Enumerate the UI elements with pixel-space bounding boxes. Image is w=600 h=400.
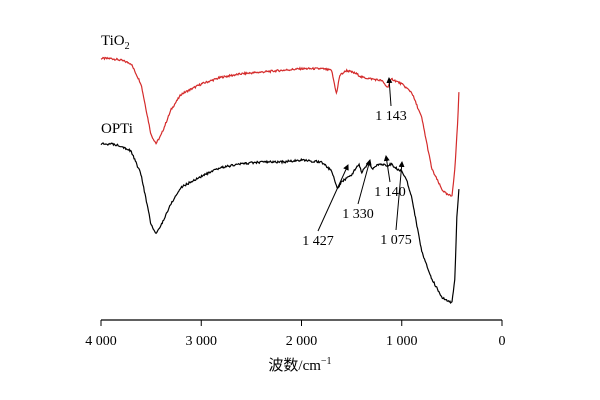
annotation-arrow (386, 77, 393, 107)
x-tick-label: 1 000 (386, 334, 418, 349)
annotation-label: 1 075 (380, 233, 412, 248)
annotation-arrow (383, 155, 391, 183)
series-label-tio2-main: TiO (101, 33, 125, 49)
x-tick-label: 0 (499, 334, 506, 349)
x-axis-ticks: 4 000 3 000 2 000 1 000 0 (85, 320, 506, 349)
x-tick-label: 2 000 (286, 334, 318, 349)
annotation-arrow (317, 164, 349, 232)
series-line-opti (100, 142, 460, 304)
series-label-opti: OPTi (101, 121, 133, 137)
series-label-tio2-sub: 2 (125, 41, 130, 52)
series-label-tio2: TiO2 (101, 33, 130, 52)
series-line-tio2 (100, 56, 460, 197)
annotation-label: 1 427 (302, 234, 334, 249)
x-tick-label: 4 000 (85, 334, 117, 349)
annotation-label: 1 143 (375, 109, 407, 124)
annotation-label: 1 140 (374, 185, 406, 200)
series-layer (100, 56, 460, 304)
x-axis-title-sup: −1 (321, 356, 332, 367)
annotation-label: 1 330 (342, 207, 374, 222)
x-tick-label: 3 000 (186, 334, 218, 349)
x-axis-title: 波数/cm−1 (268, 356, 331, 374)
annotation-arrow (357, 159, 372, 205)
x-axis-title-main: 波数/cm (268, 357, 321, 374)
annotation-arrow (395, 161, 405, 231)
